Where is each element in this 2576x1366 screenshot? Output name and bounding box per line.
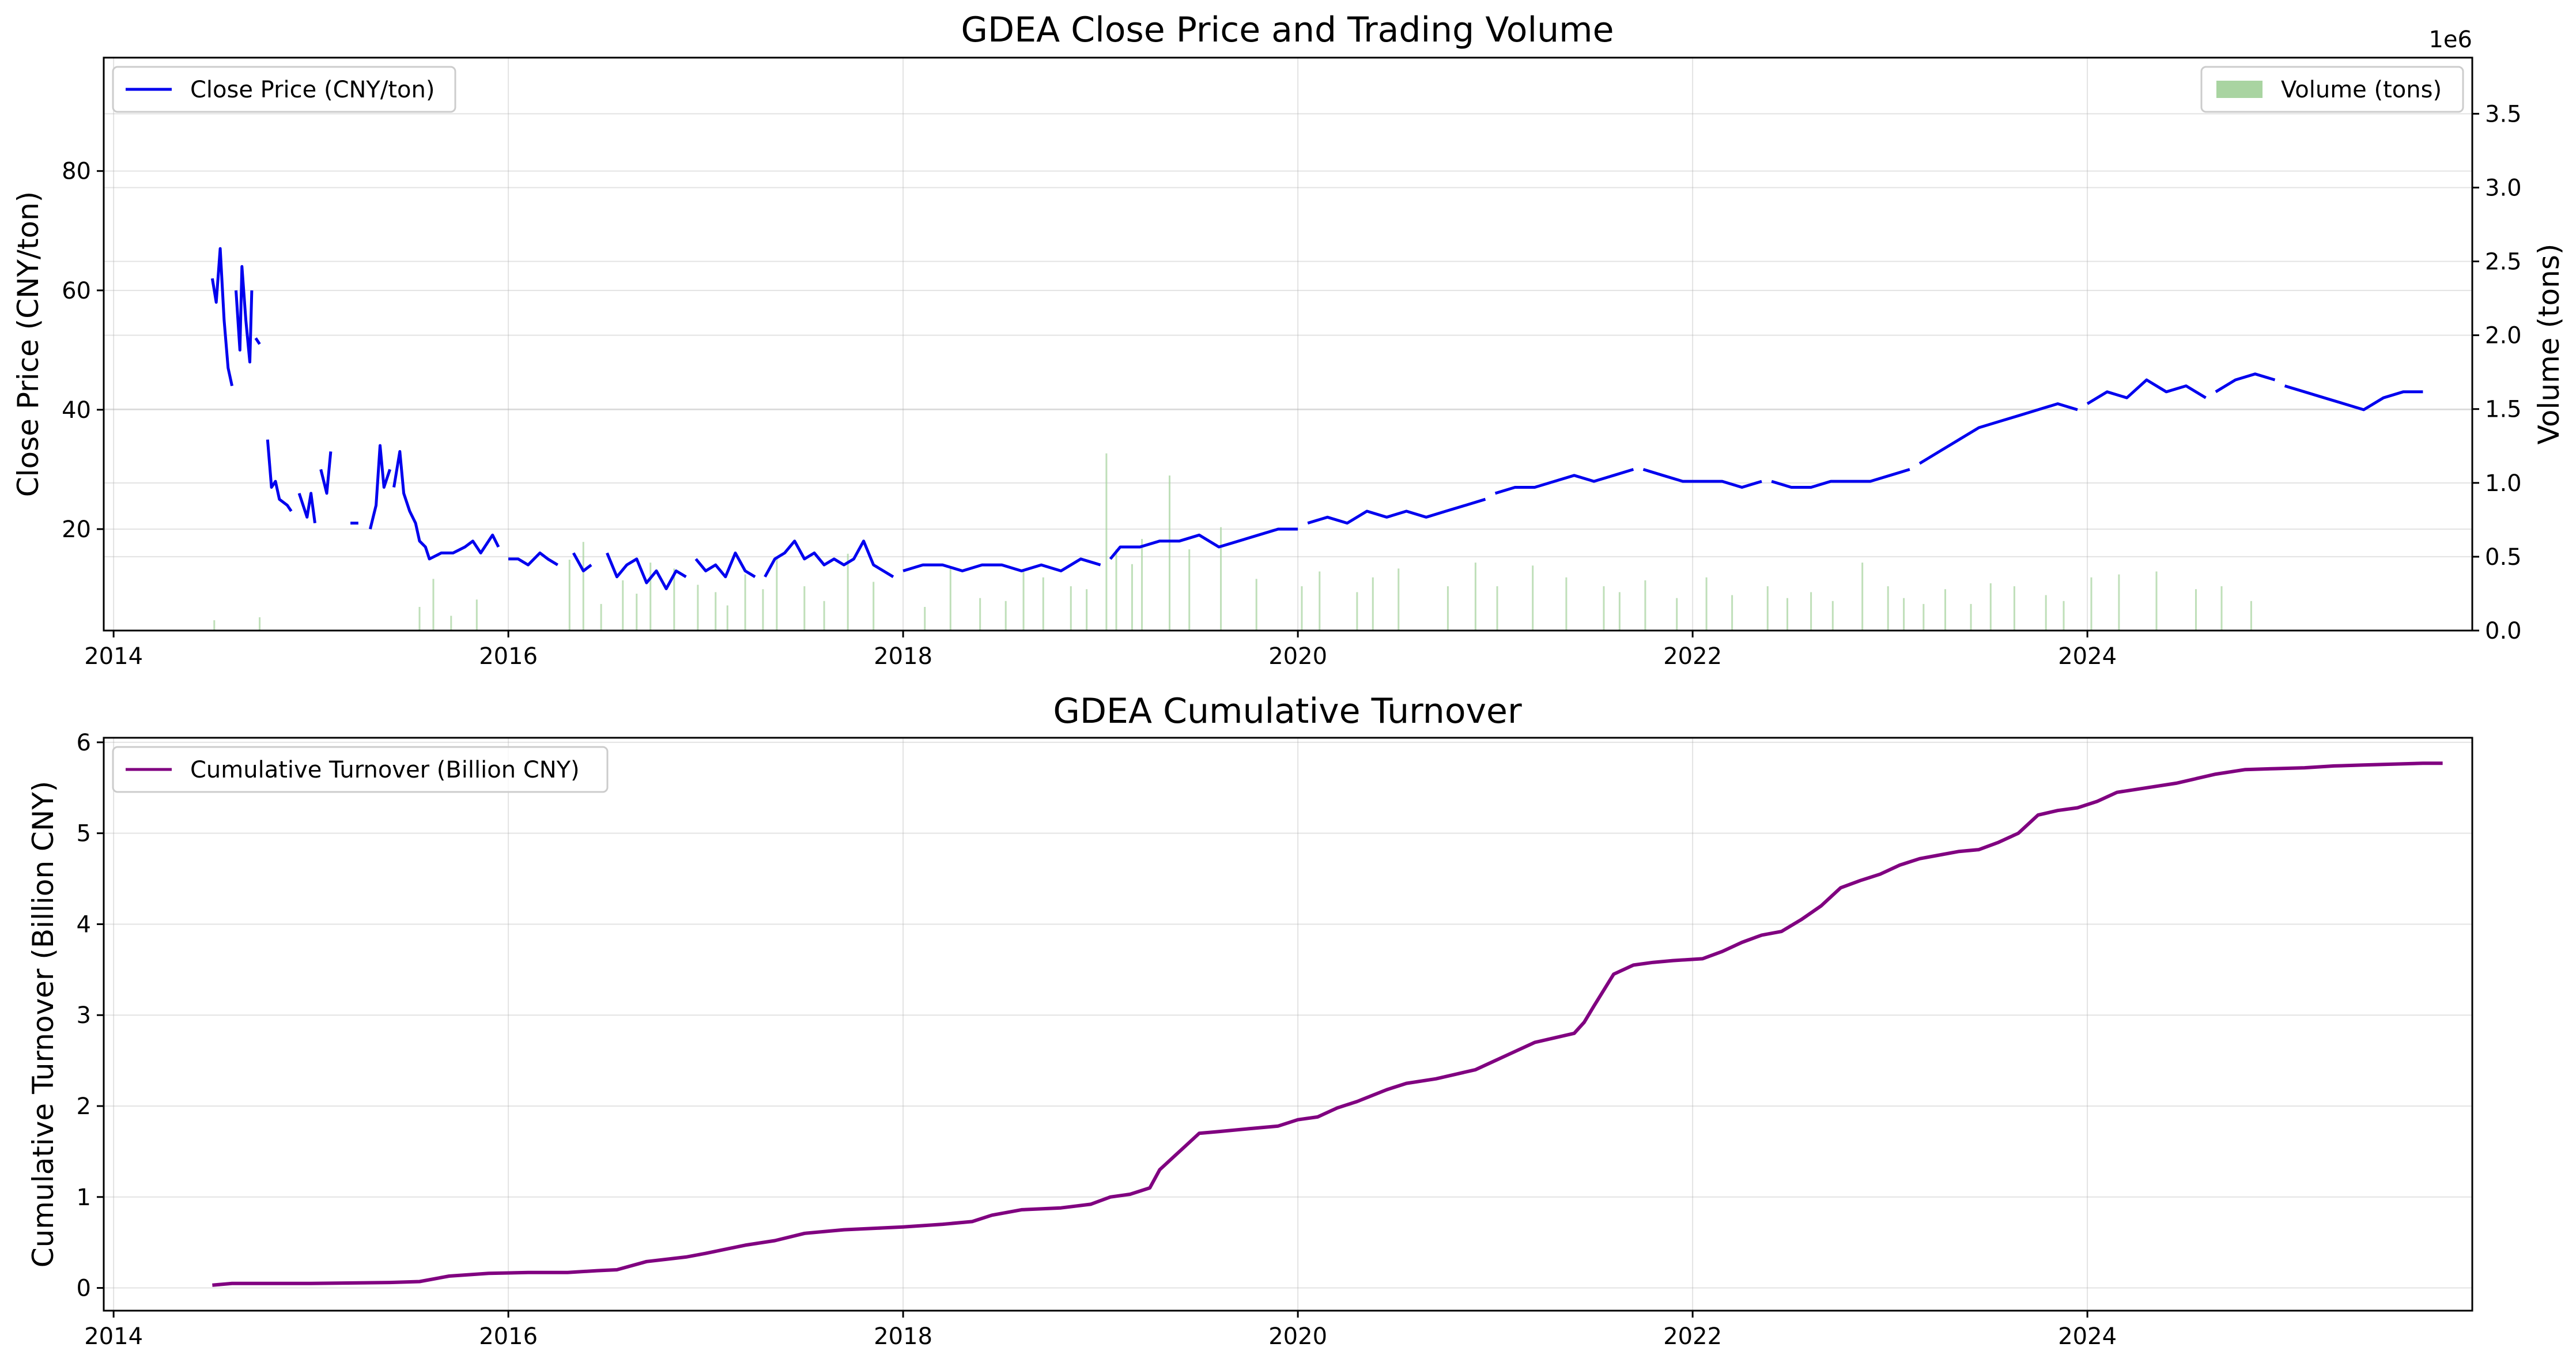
y2-tick-label: 1.0 bbox=[2485, 470, 2522, 497]
cumulative-turnover-chart: GDEA Cumulative Turnover 2014 2016 2018 202… bbox=[27, 691, 2473, 1350]
y2-offset-text: 1e6 bbox=[2428, 27, 2472, 53]
legend-label: Volume (tons) bbox=[2281, 77, 2442, 103]
y2-axis-label: Volume (tons) bbox=[2532, 244, 2566, 445]
y2-tick-label: 0.5 bbox=[2485, 544, 2522, 571]
price-line-segment bbox=[1642, 468, 1762, 489]
y-axis-right: 0.0 0.5 1.0 1.5 2.0 2.5 3.0 3.5 bbox=[2472, 101, 2522, 644]
y-tick-label: 6 bbox=[77, 730, 91, 756]
grid bbox=[104, 738, 2472, 1311]
y-axis-left: 0 1 2 3 4 5 6 bbox=[77, 730, 104, 1302]
price-line-segment bbox=[764, 539, 894, 578]
x-tick-label: 2022 bbox=[1663, 1323, 1722, 1350]
price-volume-chart: GDEA Close Price and Trading Volume 2014… bbox=[12, 10, 2566, 670]
y-tick-label: 20 bbox=[62, 516, 91, 543]
price-line-segment bbox=[1307, 497, 1486, 525]
y2-tick-label: 3.0 bbox=[2485, 175, 2522, 201]
price-line-segment bbox=[902, 557, 1101, 572]
y2-tick-label: 0.0 bbox=[2485, 618, 2522, 644]
price-line-segment bbox=[572, 552, 592, 572]
legend-box bbox=[112, 746, 609, 793]
legend-volume: Volume (tons) bbox=[2200, 66, 2464, 113]
price-line-segment bbox=[1494, 468, 1634, 495]
y2-tick-label: 2.5 bbox=[2485, 249, 2522, 276]
x-tick-label: 2024 bbox=[2058, 643, 2117, 670]
x-tick-label: 2020 bbox=[1268, 1323, 1327, 1350]
y2-tick-label: 1.5 bbox=[2485, 397, 2522, 423]
turnover-line bbox=[212, 761, 2443, 1287]
x-tick-label: 2020 bbox=[1268, 643, 1327, 670]
x-tick-label: 2016 bbox=[479, 1323, 538, 1350]
x-tick-label: 2024 bbox=[2058, 1323, 2117, 1350]
price-line-segment bbox=[1109, 527, 1298, 560]
legend-box bbox=[112, 66, 456, 113]
price-line-segment bbox=[210, 247, 234, 387]
plot-frame bbox=[103, 737, 2473, 1312]
legend-box bbox=[2200, 66, 2464, 113]
price-line-segment bbox=[508, 551, 558, 567]
legend-label: Cumulative Turnover (Billion CNY) bbox=[190, 757, 580, 783]
x-axis: 2014 2016 2018 2020 2022 2024 bbox=[84, 1311, 2117, 1350]
y2-tick-label: 2.0 bbox=[2485, 323, 2522, 349]
y-tick-label: 2 bbox=[77, 1093, 91, 1120]
y-tick-label: 1 bbox=[77, 1184, 91, 1211]
price-line-segment bbox=[694, 551, 756, 579]
price-line-segment bbox=[2215, 372, 2276, 393]
y2-tick-label: 3.5 bbox=[2485, 101, 2522, 127]
y-tick-label: 4 bbox=[77, 911, 91, 938]
y-tick-label: 60 bbox=[62, 278, 91, 304]
y-axis-label: Close Price (CNY/ton) bbox=[12, 191, 45, 497]
chart-title: GDEA Close Price and Trading Volume bbox=[961, 10, 1614, 50]
price-line-segment bbox=[319, 451, 333, 495]
y-tick-label: 0 bbox=[77, 1276, 91, 1302]
legend-turnover: Cumulative Turnover (Billion CNY) bbox=[112, 746, 609, 793]
legend-label: Close Price (CNY/ton) bbox=[190, 77, 435, 103]
y-axis-label: Cumulative Turnover (Billion CNY) bbox=[27, 781, 60, 1268]
price-line-segment bbox=[1771, 468, 1910, 489]
price-line-segment bbox=[235, 265, 254, 364]
price-line-segment bbox=[606, 552, 687, 590]
chart-title: GDEA Cumulative Turnover bbox=[1053, 691, 1522, 731]
legend-patch-swatch bbox=[2216, 81, 2263, 98]
price-line-segment bbox=[266, 439, 293, 512]
price-line-segment bbox=[297, 492, 316, 523]
y-axis-left: 20 40 60 80 bbox=[62, 159, 104, 543]
x-tick-label: 2018 bbox=[874, 643, 932, 670]
price-line-segment bbox=[392, 450, 500, 561]
x-tick-label: 2014 bbox=[84, 643, 143, 670]
x-tick-label: 2016 bbox=[479, 643, 538, 670]
turnover-line-path bbox=[212, 761, 2443, 1287]
x-tick-label: 2022 bbox=[1663, 643, 1722, 670]
plot-frame bbox=[103, 56, 2473, 632]
x-tick-label: 2018 bbox=[874, 1323, 932, 1350]
price-line-segment bbox=[2086, 378, 2207, 405]
price-line-segment bbox=[254, 337, 261, 345]
price-line-segment bbox=[2284, 384, 2423, 412]
y-tick-label: 80 bbox=[62, 159, 91, 185]
price-line-segment bbox=[1918, 402, 2078, 465]
price-line bbox=[210, 247, 2423, 590]
x-axis: 2014 2016 2018 2020 2022 2024 bbox=[84, 631, 2117, 670]
legend-price: Close Price (CNY/ton) bbox=[112, 66, 456, 113]
y-tick-label: 5 bbox=[77, 821, 91, 847]
price-line-segment bbox=[368, 444, 391, 530]
x-tick-label: 2014 bbox=[84, 1323, 143, 1350]
y-tick-label: 40 bbox=[62, 397, 91, 424]
y-tick-label: 3 bbox=[77, 1002, 91, 1029]
volume-bars bbox=[213, 453, 2252, 631]
